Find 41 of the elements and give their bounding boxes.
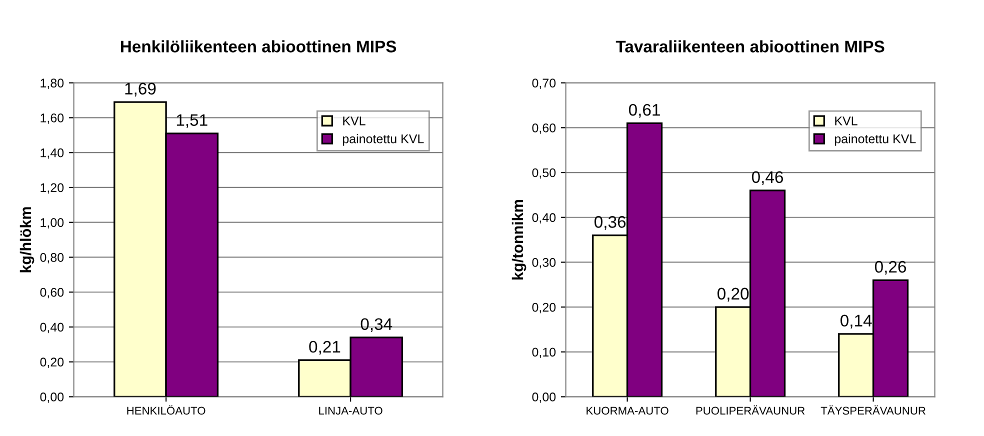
data-label: 0,46 <box>752 171 784 185</box>
y-tick-label: 0,20 <box>532 302 556 314</box>
y-tick-label: 0,00 <box>40 392 64 403</box>
data-label: 0,36 <box>594 216 626 230</box>
x-tick-label: TÄYSPERÄVAUNUR <box>820 405 926 415</box>
data-label: 1,69 <box>125 82 156 97</box>
y-tick-label: 0,70 <box>532 78 556 89</box>
legend-label: KVL <box>343 116 366 126</box>
y-tick-label: 1,20 <box>40 183 64 194</box>
legend-label: KVL <box>835 116 858 126</box>
y-tick-label: 0,60 <box>532 123 556 134</box>
y-tick-label: 0,10 <box>532 348 556 358</box>
data-label: 0,26 <box>874 260 906 275</box>
legend-label: painotettu KVL <box>834 134 916 146</box>
y-tick-label: 0,40 <box>532 213 556 224</box>
y-tick-label: 1,00 <box>40 218 64 228</box>
chart-title: Tavaraliikenteen abioottinen MIPS <box>616 40 884 52</box>
y-tick-label: 1,80 <box>40 78 64 89</box>
chart-title: Henkilöliikenteen abioottinen MIPS <box>120 40 396 52</box>
data-label: 1,51 <box>176 114 208 128</box>
y-axis-title: kg/hlökm <box>20 207 34 272</box>
x-tick-label: LINJA-AUTO <box>319 406 382 415</box>
x-tick-label: KUORMA-AUTO <box>586 406 668 415</box>
legend-label: painotettu KVL <box>342 134 424 146</box>
y-tick-label: 0,80 <box>40 253 64 264</box>
x-tick-label: HENKILÖAUTO <box>127 405 206 415</box>
y-tick-label: 0,50 <box>532 168 556 179</box>
y-axis-title: kg/tonnikm <box>512 200 526 280</box>
y-tick-label: 0,30 <box>532 258 556 268</box>
x-tick-label: PUOLIPERÄVAUNUR <box>696 405 805 415</box>
data-label: 0,61 <box>628 104 660 118</box>
data-label: 0,21 <box>309 340 340 355</box>
y-tick-label: 0,60 <box>40 288 64 298</box>
y-tick-label: 0,20 <box>40 358 64 368</box>
y-tick-label: 1,40 <box>40 148 64 159</box>
y-tick-label: 1,60 <box>40 114 64 124</box>
data-label: 0,34 <box>360 318 392 332</box>
data-label: 0,14 <box>840 314 872 328</box>
y-tick-label: 0,40 <box>40 322 64 334</box>
data-label: 0,20 <box>718 288 749 302</box>
y-tick-label: 0,00 <box>532 392 556 403</box>
